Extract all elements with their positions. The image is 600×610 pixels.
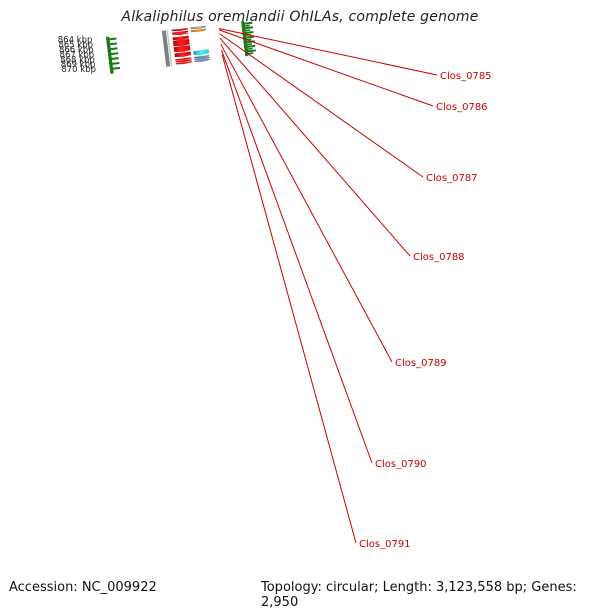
misc-feature [194, 50, 209, 55]
genome-backbone [164, 30, 172, 66]
gene-label: Clos_0791 [359, 539, 411, 550]
footer-bar: Accession: NC_009922 Topology: circular;… [0, 576, 600, 600]
inner-tick-ring [106, 37, 120, 73]
gene-label: Clos_0788 [413, 252, 465, 263]
gene-leader-line [219, 30, 433, 106]
gene-label: Clos_0790 [375, 459, 427, 470]
gene-leader-line [220, 38, 410, 256]
tick-label: 870 kbp [61, 65, 96, 75]
gene-label: Clos_0787 [426, 173, 478, 184]
gene-label: Clos_0789 [395, 358, 447, 369]
gene-leader-line [221, 44, 392, 362]
gene-features [172, 26, 210, 64]
gene-label: Clos_0785 [440, 71, 492, 82]
gene-labels: Clos_0785 Clos_0786 Clos_0787 Clos_0788 Clos… [219, 29, 492, 551]
gene-leader-line [222, 50, 373, 463]
misc-feature [191, 29, 206, 32]
accession-label: Accession: NC_009922 [9, 580, 157, 595]
topology-label: Topology: circular; Length: 3,123,558 bp… [261, 580, 600, 610]
gene-leader-line [222, 54, 356, 543]
gene-feature [191, 26, 206, 29]
gene-label: Clos_0786 [436, 102, 488, 113]
cds-feature [175, 52, 191, 57]
cds-feature [172, 28, 188, 31]
